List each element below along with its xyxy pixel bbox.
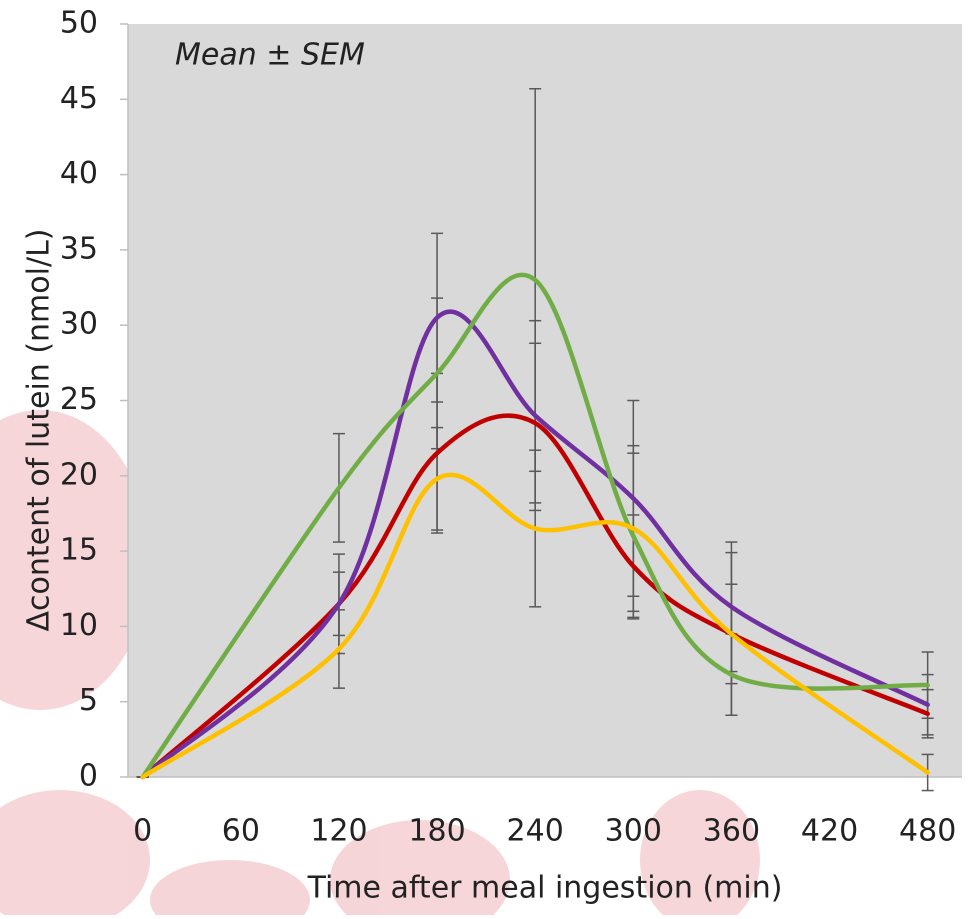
y-tick-label: 40 [60,156,98,191]
x-tick-label: 60 [222,814,260,849]
x-tick-label: 480 [899,814,956,849]
x-tick-label: 120 [310,814,367,849]
background-decoration [0,410,760,919]
y-axis-label: Δcontent of lutein (nmol/L) [22,229,57,632]
x-axis-label: Time after meal ingestion (min) [307,871,783,906]
y-tick-label: 15 [60,533,98,568]
y-tick-label: 25 [60,382,98,417]
x-tick-label: 0 [133,814,152,849]
x-tick-label: 240 [507,814,564,849]
series-line [140,472,930,780]
y-tick-label: 0 [79,759,98,794]
x-tick-label: 420 [801,814,858,849]
y-tick-label: 35 [60,231,98,266]
x-tick-label: 180 [408,814,465,849]
plot-area [128,24,962,777]
y-tick-label: 20 [60,457,98,492]
y-tick-label: 10 [60,608,98,643]
y-tick-label: 50 [60,6,98,41]
annotation: Mean ± SEM [175,38,365,73]
y-tick-label: 45 [60,81,98,116]
y-tick-label: 5 [79,683,98,718]
series-line [140,272,930,780]
x-tick-label: 360 [703,814,760,849]
x-tick-label: 300 [605,814,662,849]
series-line [140,309,930,780]
y-tick-label: 30 [60,307,98,342]
